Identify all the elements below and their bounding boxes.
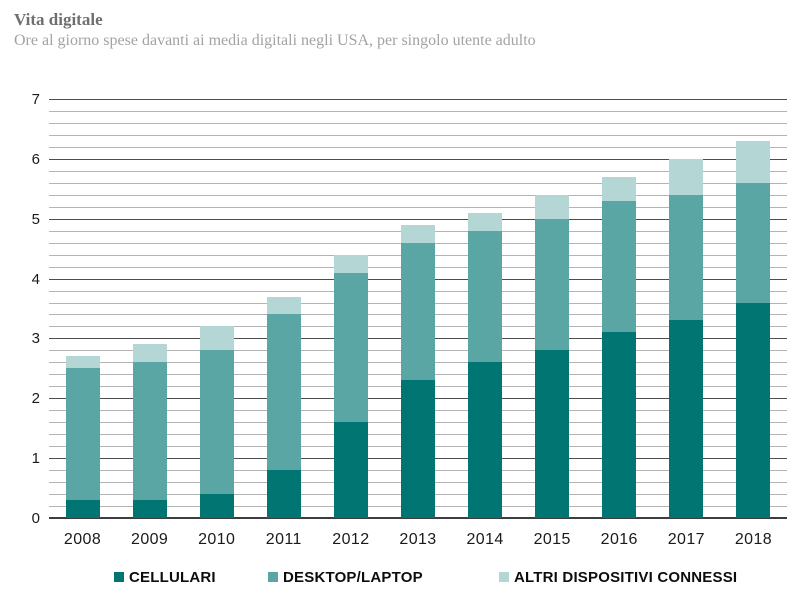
bar-segment-cellulari [736, 302, 771, 518]
x-tick-label: 2011 [265, 531, 302, 548]
bar-segment-cellulari [132, 500, 167, 518]
gridline [49, 170, 787, 172]
x-tick-label: 2009 [131, 531, 169, 548]
bar-segment-cellulari [468, 362, 503, 518]
bar-segment-cellulari [65, 500, 100, 518]
x-tick-label: 2015 [533, 531, 571, 548]
bar-segment-desktop-laptop [132, 362, 167, 501]
x-axis-line [49, 517, 787, 519]
x-tick-label: 2008 [63, 531, 102, 548]
chart-title: Vita digitale [14, 10, 103, 29]
legend-item-desktop-laptop: DESKTOP/LAPTOP [268, 568, 423, 586]
bar-segment-altri-dispositivi-connessi [401, 224, 435, 243]
x-tick-label: 2012 [332, 531, 370, 548]
bar-segment-cellulari [602, 332, 637, 518]
gridline [49, 206, 787, 208]
bar-segment-altri-dispositivi-connessi [266, 296, 301, 315]
bar-segment-cellulari [669, 320, 704, 518]
y-tick-label: 7 [31, 91, 40, 108]
gridline [49, 158, 787, 160]
bar-segment-altri-dispositivi-connessi [602, 176, 637, 201]
bar-segment-desktop-laptop [333, 272, 368, 423]
bar-segment-desktop-laptop [199, 350, 234, 495]
bar-segment-cellulari [401, 380, 435, 518]
y-tick-label: 4 [31, 270, 40, 288]
gridline [49, 218, 787, 220]
bar-segment-cellulari [535, 350, 570, 518]
bar-segment-cellulari [333, 422, 368, 518]
y-tick-label: 2 [31, 390, 40, 408]
gridline [49, 194, 787, 196]
bar-segment-altri-dispositivi-connessi [736, 140, 771, 183]
bar-segment-altri-dispositivi-connessi [199, 326, 234, 351]
legend-swatch-icon [499, 572, 509, 582]
gridline [49, 99, 787, 100]
legend-swatch-icon [268, 572, 278, 582]
legend-label: CELLULARI [129, 568, 216, 586]
legend-label: DESKTOP/LAPTOP [283, 568, 423, 586]
x-tick-label: 2018 [734, 531, 773, 548]
bar-segment-desktop-laptop [266, 314, 301, 471]
y-tick-label: 3 [31, 330, 40, 348]
bar-segment-altri-dispositivi-connessi [535, 194, 570, 219]
x-tick-label: 2010 [198, 531, 236, 548]
y-tick-label: 6 [31, 150, 40, 168]
gridline [49, 122, 787, 124]
y-tick-label: 0 [31, 510, 40, 527]
bar-segment-desktop-laptop [736, 182, 771, 303]
bar-segment-desktop-laptop [602, 200, 637, 333]
gridline [49, 182, 787, 184]
gridline [49, 134, 787, 136]
legend-item-altri-dispositivi-connessi: ALTRI DISPOSITIVI CONNESSI [499, 568, 737, 586]
bar-segment-cellulari [199, 494, 234, 518]
bar-segment-desktop-laptop [669, 194, 704, 321]
bar-segment-altri-dispositivi-connessi [65, 356, 100, 369]
legend-item-cellulari: CELLULARI [114, 568, 216, 586]
chart-subtitle: Ore al giorno spese davanti ai media dig… [14, 32, 536, 49]
gridline [49, 146, 787, 148]
bar-segment-desktop-laptop [468, 230, 503, 363]
x-tick-label: 2016 [600, 531, 638, 548]
bar-segment-desktop-laptop [535, 218, 570, 351]
bar-segment-altri-dispositivi-connessi [669, 158, 704, 195]
y-tick-label: 5 [31, 210, 40, 228]
x-tick-label: 2014 [466, 531, 504, 548]
x-tick-label: 2013 [399, 531, 437, 548]
y-tick-label: 1 [31, 450, 40, 468]
legend-label: ALTRI DISPOSITIVI CONNESSI [514, 568, 738, 586]
bar-segment-altri-dispositivi-connessi [468, 212, 503, 231]
bar-segment-desktop-laptop [401, 242, 435, 381]
bar-segment-altri-dispositivi-connessi [333, 254, 368, 273]
bar-segment-cellulari [266, 470, 301, 518]
x-tick-label: 2017 [667, 531, 705, 548]
bar-segment-desktop-laptop [65, 368, 100, 501]
bar-segment-altri-dispositivi-connessi [132, 344, 167, 363]
legend-swatch-icon [114, 572, 124, 582]
gridline [49, 110, 787, 112]
